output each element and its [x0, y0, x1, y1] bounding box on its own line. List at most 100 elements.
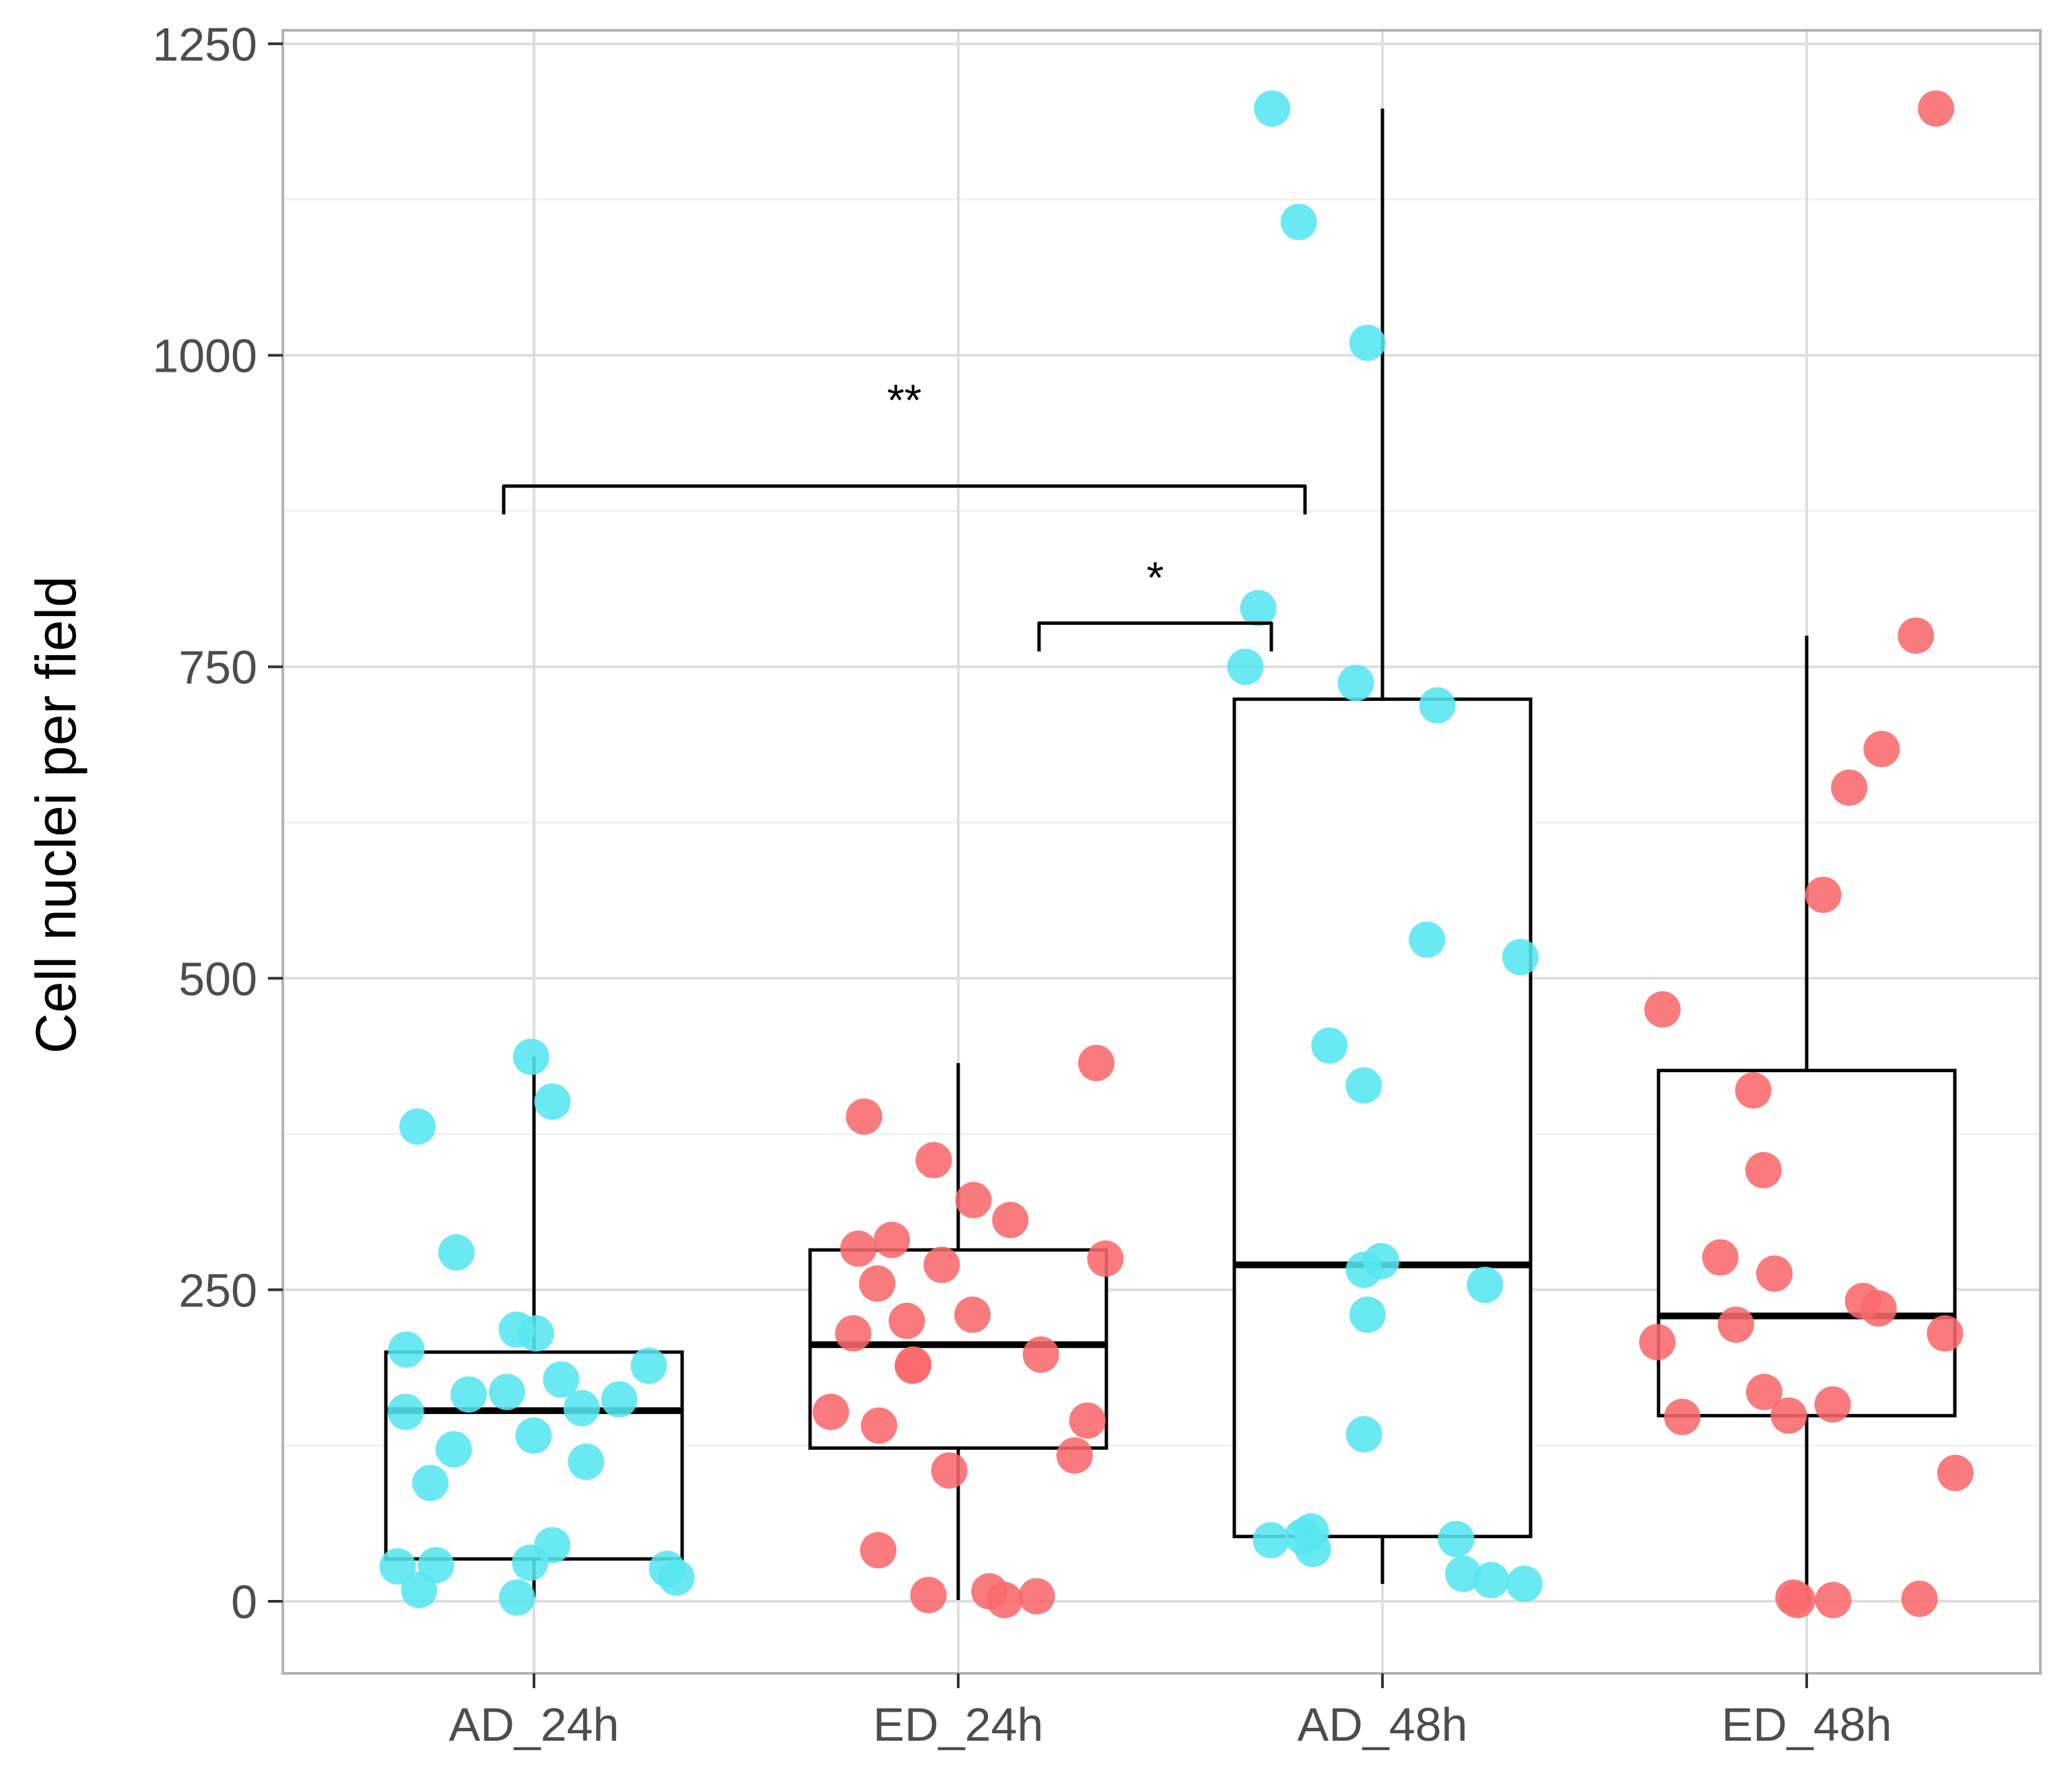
- data-point: [658, 1559, 695, 1596]
- data-point: [1779, 1582, 1816, 1619]
- data-point: [1831, 769, 1868, 806]
- data-point: [873, 1222, 910, 1259]
- data-point: [601, 1381, 638, 1418]
- box-iqr: [1232, 697, 1533, 1539]
- data-point: [812, 1393, 849, 1430]
- y-tick-label: 1250: [152, 18, 257, 71]
- data-point: [1918, 90, 1955, 127]
- data-point: [534, 1083, 571, 1120]
- data-point: [1937, 1455, 1974, 1492]
- boxes-layer: [384, 108, 1957, 1601]
- data-point: [1294, 1531, 1331, 1568]
- y-tick-label: 750: [178, 641, 257, 694]
- points-layer: [379, 90, 1974, 1619]
- data-point: [1280, 203, 1317, 240]
- data-point: [515, 1417, 552, 1454]
- data-point: [861, 1407, 898, 1444]
- data-point: [630, 1347, 667, 1384]
- data-point: [1419, 687, 1456, 724]
- data-point: [931, 1452, 968, 1489]
- data-point: [915, 1141, 952, 1178]
- data-point: [1718, 1306, 1755, 1343]
- data-point: [1069, 1402, 1106, 1439]
- data-point: [1078, 1044, 1115, 1081]
- data-point: [1702, 1239, 1739, 1276]
- data-point: [1438, 1521, 1475, 1558]
- data-point: [399, 1108, 436, 1145]
- data-point: [1337, 665, 1374, 702]
- data-point: [512, 1038, 549, 1075]
- data-point: [1345, 1067, 1382, 1104]
- data-point: [450, 1376, 487, 1413]
- data-point: [888, 1302, 925, 1339]
- data-point: [1254, 90, 1291, 127]
- data-point: [1770, 1397, 1807, 1434]
- x-tick-label: ED_48h: [1722, 1698, 1892, 1751]
- data-point: [955, 1182, 992, 1219]
- data-point: [1644, 991, 1681, 1028]
- data-point: [1735, 1072, 1772, 1109]
- data-point: [488, 1374, 525, 1411]
- significance-label: *: [1147, 552, 1164, 602]
- x-tick-label: AD_48h: [1298, 1698, 1468, 1751]
- significance-label: **: [887, 375, 921, 425]
- data-point: [412, 1465, 449, 1502]
- y-axis: 0 250 500 750 1000 1250: [152, 18, 283, 1628]
- significance-bracket-double: [502, 484, 1307, 514]
- annotations-layer: ***: [502, 375, 1307, 652]
- data-point: [1860, 1290, 1897, 1327]
- data-point: [498, 1579, 535, 1616]
- data-point: [517, 1315, 554, 1352]
- data-point: [1018, 1578, 1055, 1615]
- data-point: [1409, 921, 1446, 958]
- data-point: [1639, 1324, 1676, 1361]
- x-axis: AD_24h ED_24h AD_48h ED_48h: [449, 1673, 1892, 1751]
- x-tick-label: ED_24h: [873, 1698, 1044, 1751]
- data-point: [435, 1431, 472, 1468]
- data-point: [1745, 1374, 1782, 1411]
- y-tick-label: 500: [178, 953, 257, 1005]
- data-point: [992, 1201, 1029, 1238]
- data-point: [1227, 648, 1264, 686]
- data-point: [1506, 1566, 1543, 1603]
- box-iqr: [384, 1350, 684, 1561]
- data-point: [1502, 939, 1539, 976]
- box-iqr: [1657, 1069, 1957, 1417]
- data-point: [923, 1246, 960, 1283]
- data-point: [1252, 1522, 1290, 1559]
- data-point: [512, 1544, 549, 1581]
- data-point: [1745, 1151, 1782, 1189]
- y-axis-title: Cell nuclei per field: [24, 576, 88, 1054]
- significance-bracket-single: [1037, 621, 1273, 652]
- data-point: [860, 1532, 897, 1569]
- x-tick-label: AD_24h: [449, 1698, 620, 1751]
- data-point: [1240, 590, 1277, 627]
- data-point: [1087, 1240, 1124, 1277]
- y-tick-label: 0: [231, 1576, 257, 1628]
- y-tick-label: 250: [178, 1264, 257, 1316]
- data-point: [1056, 1437, 1093, 1474]
- data-point: [1898, 617, 1935, 654]
- data-point: [1901, 1580, 1938, 1617]
- data-point: [401, 1572, 438, 1609]
- data-point: [1311, 1027, 1348, 1064]
- data-point: [1473, 1562, 1510, 1599]
- data-point: [379, 1548, 416, 1585]
- data-point: [1863, 731, 1900, 768]
- data-point: [1815, 1582, 1852, 1619]
- data-point: [894, 1347, 931, 1384]
- data-point: [1349, 325, 1386, 362]
- data-point: [1664, 1399, 1701, 1436]
- data-point: [388, 1331, 425, 1368]
- data-point: [954, 1296, 991, 1333]
- data-point: [543, 1361, 580, 1398]
- data-point: [568, 1443, 605, 1480]
- data-point: [563, 1390, 600, 1427]
- data-point: [1022, 1336, 1059, 1373]
- data-point: [1927, 1315, 1964, 1352]
- plot-panel-border: [281, 29, 2042, 1675]
- data-point: [438, 1234, 475, 1271]
- data-point: [1349, 1296, 1386, 1333]
- data-point: [840, 1230, 877, 1267]
